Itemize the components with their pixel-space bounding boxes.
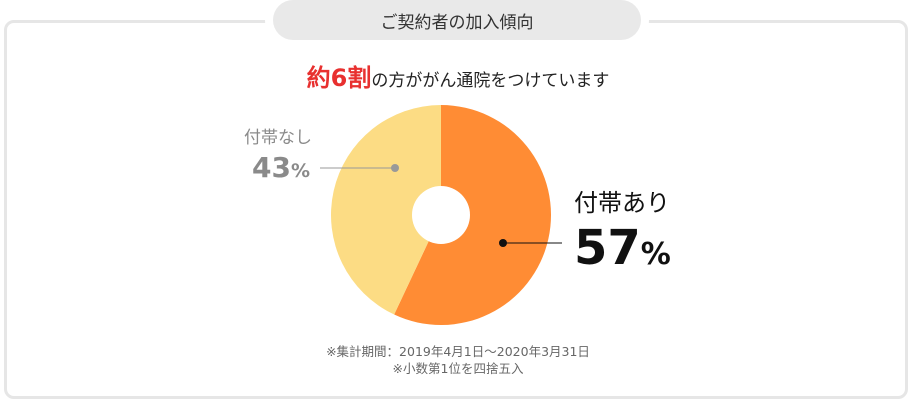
value-attached-number: 57 — [574, 220, 641, 276]
section-title: ご契約者の加入傾向 — [273, 0, 641, 40]
headline-highlight: 約6割 — [306, 64, 372, 92]
label-not-attached: 付帯なし — [244, 128, 312, 148]
headline-text: の方ががん通院をつけています — [371, 71, 610, 91]
label-attached: 付帯あり — [574, 189, 670, 217]
donut-hole — [412, 186, 470, 244]
value-attached: 57% — [574, 220, 671, 283]
leader-dot-not-attached — [391, 164, 399, 172]
leader-dot-attached — [499, 239, 507, 247]
value-not-attached: 43% — [252, 150, 310, 189]
headline: 約6割の方ががん通院をつけています — [0, 58, 916, 93]
value-not-attached-unit: % — [290, 160, 311, 182]
pie-slice-not-attached — [331, 105, 441, 315]
value-not-attached-number: 43 — [252, 151, 291, 184]
value-attached-unit: % — [640, 237, 671, 272]
section-title-text: ご契約者の加入傾向 — [380, 12, 534, 33]
note-period: ※集計期間：2019年4月1日～2020年3月31日 — [326, 344, 590, 359]
pie-slice-attached — [394, 105, 552, 326]
note-rounding: ※小数第1位を四捨五入 — [392, 361, 524, 376]
